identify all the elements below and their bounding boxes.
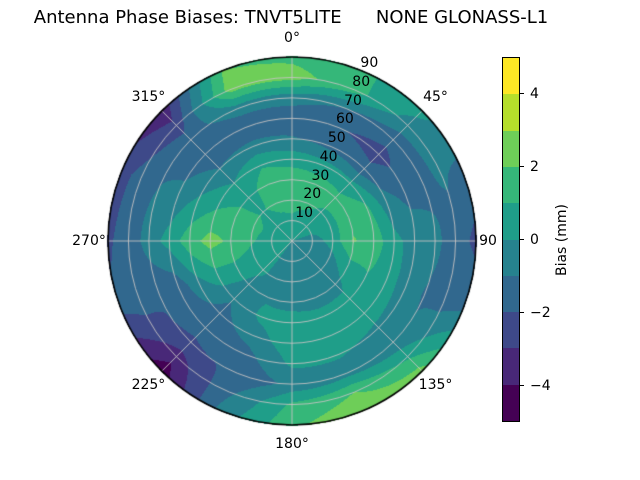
colorbar-segment bbox=[503, 348, 519, 385]
colorbar-axis-label: Bias (mm) bbox=[554, 203, 570, 276]
colorbar-tick-label: 2 bbox=[530, 158, 539, 175]
colorbar-tick-label: −2 bbox=[530, 304, 551, 321]
colorbar-segment bbox=[503, 94, 519, 131]
colorbar-segment bbox=[503, 166, 519, 204]
colorbar-segment bbox=[503, 239, 519, 276]
colorbar-tickmark bbox=[520, 239, 524, 241]
colorbar-segment bbox=[503, 275, 519, 313]
colorbar-tick-label: −4 bbox=[530, 377, 551, 394]
colorbar-tickmark bbox=[520, 93, 524, 95]
colorbar-tickmark bbox=[520, 166, 524, 168]
colorbar-segment bbox=[503, 203, 519, 240]
colorbar-segment bbox=[503, 130, 519, 167]
colorbar-tick-label: 4 bbox=[530, 85, 539, 102]
colorbar-segment bbox=[503, 384, 519, 421]
colorbar-tickmark bbox=[520, 312, 524, 314]
colorbar-tickmark bbox=[520, 385, 524, 387]
colorbar-tick-label: 0 bbox=[530, 231, 539, 248]
colorbar-segment bbox=[503, 58, 519, 95]
colorbar bbox=[502, 57, 520, 422]
colorbar-segment bbox=[503, 312, 519, 349]
